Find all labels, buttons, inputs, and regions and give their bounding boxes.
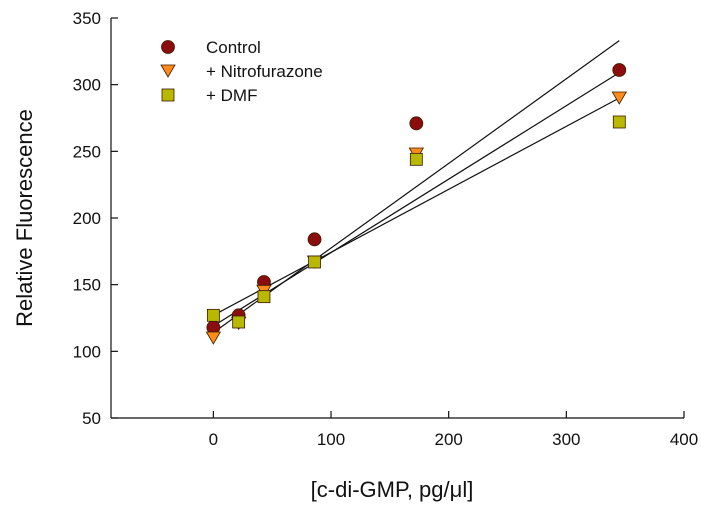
data-point-square: [206, 308, 220, 322]
data-point-triangle-down: [205, 331, 222, 345]
legend-label: + DMF: [206, 86, 257, 105]
legend-label: Control: [206, 38, 261, 57]
data-point-triangle-down: [611, 91, 627, 105]
legend-marker-triangle-down: [160, 64, 176, 78]
ticks: 0 100 200 300 400 50 100 150 200 250 300 350: [73, 9, 699, 449]
data-point-square: [257, 290, 271, 304]
x-tick-label: 300: [552, 430, 580, 449]
data-point-square: [409, 152, 423, 166]
x-tick-label: 200: [434, 430, 462, 449]
legend-label: + Nitrofurazone: [206, 62, 323, 81]
y-tick-label: 100: [73, 342, 101, 361]
data-point-square: [612, 115, 626, 129]
y-tick-label: 300: [73, 76, 101, 95]
axes: [110, 18, 684, 419]
data-point-circle: [612, 63, 627, 77]
x-tick-label: 100: [317, 430, 345, 449]
x-tick-label: 400: [670, 430, 698, 449]
x-axis-title: [c-di-GMP, pg/μl]: [311, 477, 474, 502]
y-tick-label: 150: [73, 276, 101, 295]
y-tick-label: 350: [73, 9, 101, 28]
data-point-circle: [409, 116, 424, 131]
fit-lines: [213, 40, 620, 334]
regression-line: [213, 72, 620, 327]
data-point-square: [232, 315, 246, 329]
legend-marker-square: [161, 88, 175, 102]
y-tick-label: 200: [73, 209, 101, 228]
data-point-circle: [307, 232, 322, 247]
legend: Control + Nitrofurazone + DMF: [160, 38, 323, 105]
y-tick-label: 250: [73, 142, 101, 161]
regression-line: [213, 40, 620, 334]
x-tick-label: 0: [209, 430, 218, 449]
regression-line: [213, 97, 620, 316]
y-axis-title: Relative Fluorescence: [12, 109, 37, 327]
y-tick-label: 50: [82, 409, 101, 428]
data-point-square: [308, 255, 321, 269]
legend-marker-circle: [161, 40, 175, 54]
data-points: [205, 63, 627, 345]
